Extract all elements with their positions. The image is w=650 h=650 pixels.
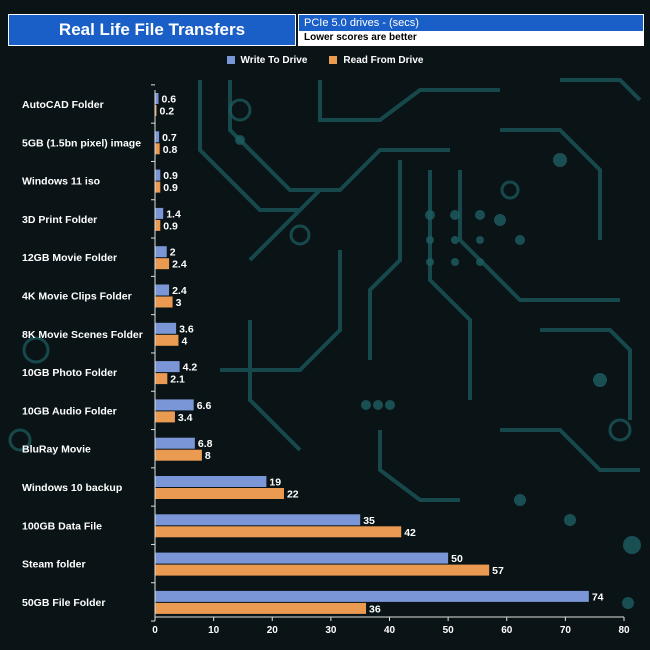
data-label-write: 3.6 [179, 323, 194, 335]
bar-read [155, 449, 202, 461]
data-label-write: 0.6 [162, 94, 177, 106]
data-label-write: 6.8 [198, 438, 213, 450]
chart-note: Lower scores are better [299, 31, 643, 45]
bar-write [155, 476, 267, 487]
legend-item-read: Read From Drive [329, 53, 423, 67]
bar-write [155, 552, 449, 564]
legend-item-write: Write To Drive [226, 53, 308, 67]
bar-write [155, 437, 195, 449]
category-label: 4K Movie Clips Folder [22, 291, 132, 303]
x-tick-label: 30 [325, 625, 337, 636]
data-label-read: 2.4 [172, 259, 187, 271]
chart-title: Real Life File Transfers [8, 14, 296, 46]
bar-read [155, 219, 161, 231]
category-label: BluRay Movie [22, 444, 91, 456]
bar-read [155, 258, 170, 270]
category-label: AutoCAD Folder [22, 99, 104, 111]
legend-label-read: Read From Drive [343, 54, 424, 66]
data-label-read: 8 [205, 450, 211, 462]
category-label: 12GB Movie Folder [22, 252, 117, 264]
data-label-read: 2.1 [170, 374, 185, 386]
data-label-read: 57 [492, 565, 504, 577]
chart-subtitle: PCIe 5.0 drives - (secs) [299, 15, 643, 31]
x-tick-label: 0 [152, 625, 158, 636]
data-label-read: 4 [181, 335, 187, 347]
x-tick-label: 70 [560, 625, 572, 636]
bar-write [155, 131, 160, 143]
bar-read [155, 181, 161, 193]
category-label: Windows 11 iso [22, 176, 100, 188]
x-tick-label: 50 [443, 625, 455, 636]
data-label-read: 0.2 [160, 106, 175, 118]
data-label-write: 1.4 [166, 208, 181, 220]
subtitle-box: PCIe 5.0 drives - (secs) Lower scores ar… [298, 14, 644, 46]
bar-write [155, 169, 161, 181]
x-tick-label: 20 [267, 625, 279, 636]
x-tick-label: 40 [384, 625, 396, 636]
data-label-read: 3 [176, 297, 182, 309]
category-label: 8K Movie Scenes Folder [22, 329, 143, 341]
data-label-write: 35 [363, 515, 375, 527]
data-label-read: 42 [404, 527, 416, 539]
bar-read [155, 564, 490, 576]
category-label: Windows 10 backup [22, 482, 122, 494]
bar-read [155, 296, 173, 308]
data-label-read: 0.9 [163, 182, 178, 194]
bar-write [155, 207, 164, 219]
data-label-read: 22 [287, 489, 299, 501]
data-label-write: 19 [269, 477, 281, 489]
legend-label-write: Write To Drive [240, 54, 308, 66]
bar-write [155, 361, 180, 373]
bar-write [155, 246, 167, 258]
data-label-write: 2 [170, 247, 176, 259]
bar-read [155, 334, 179, 346]
data-label-read: 0.9 [163, 220, 178, 232]
bar-write [155, 93, 159, 104]
bar-write [155, 590, 589, 602]
category-label: 10GB Photo Folder [22, 367, 117, 379]
category-label: 5GB (1.5bn pixel) image [22, 137, 141, 149]
data-label-read: 36 [369, 603, 381, 615]
bar-read [155, 105, 157, 116]
legend-swatch-read [329, 56, 338, 64]
bar-read [155, 488, 284, 499]
x-tick-label: 60 [501, 625, 513, 636]
bar-write [155, 514, 361, 526]
category-label: Steam folder [22, 559, 86, 571]
data-label-write: 74 [592, 591, 604, 603]
category-label: 3D Print Folder [22, 214, 97, 226]
data-label-write: 6.6 [197, 400, 212, 412]
category-label: 100GB Data File [22, 520, 102, 532]
bar-write [155, 322, 177, 334]
data-label-write: 0.7 [162, 132, 177, 144]
bar-write [155, 399, 194, 411]
legend-swatch-write [226, 56, 235, 64]
category-label: 50GB File Folder [22, 597, 105, 609]
legend: Write To Drive Read From Drive [0, 53, 650, 67]
data-label-write: 4.2 [183, 362, 198, 374]
x-tick-label: 80 [618, 625, 630, 636]
x-tick-label: 10 [208, 625, 220, 636]
bar-read [155, 143, 160, 155]
bar-read [155, 373, 168, 385]
data-label-write: 2.4 [172, 285, 187, 297]
bar-write [155, 284, 170, 296]
category-label: 10GB Audio Folder [22, 405, 117, 417]
data-label-read: 0.8 [163, 144, 178, 156]
bar-read [155, 411, 175, 423]
bar-read [155, 526, 402, 538]
data-label-write: 0.9 [163, 170, 178, 182]
bar-read [155, 602, 367, 614]
data-label-read: 3.4 [178, 412, 193, 424]
data-label-write: 50 [451, 553, 463, 565]
